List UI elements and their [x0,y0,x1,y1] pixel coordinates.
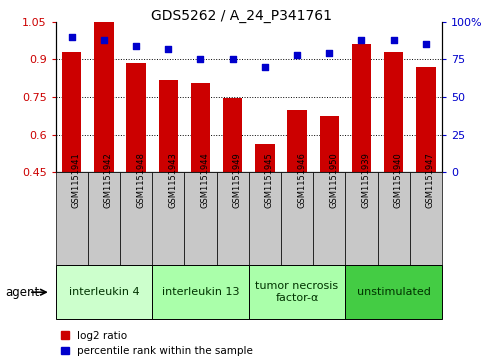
Point [229,57,237,62]
Text: GSM1151944: GSM1151944 [200,152,210,208]
Bar [249,265,345,319]
Point [357,37,365,43]
Text: GSM1151945: GSM1151945 [265,152,274,208]
Bar [313,172,345,265]
Point [261,64,269,70]
Bar [94,22,114,172]
Bar [255,143,274,172]
Bar [410,172,442,265]
Text: agent: agent [5,286,39,299]
Text: GSM1151947: GSM1151947 [426,152,435,208]
Bar [345,172,378,265]
Bar [281,172,313,265]
Text: unstimulated: unstimulated [357,287,430,297]
Bar [152,265,249,319]
Point [68,34,75,40]
Bar [378,172,410,265]
Text: interleukin 13: interleukin 13 [162,287,239,297]
Text: interleukin 4: interleukin 4 [69,287,139,297]
Text: GSM1151948: GSM1151948 [136,152,145,208]
Point [390,37,398,43]
Point [197,57,204,62]
Bar [120,172,152,265]
Bar [223,98,242,172]
Bar [384,52,403,172]
Bar [416,67,436,172]
Bar [249,172,281,265]
Text: GSM1151940: GSM1151940 [394,152,403,208]
Text: GSM1151939: GSM1151939 [361,152,370,208]
Text: tumor necrosis
factor-α: tumor necrosis factor-α [256,281,339,303]
Text: GSM1151946: GSM1151946 [297,152,306,208]
Bar [88,172,120,265]
Text: GDS5262 / A_24_P341761: GDS5262 / A_24_P341761 [151,9,332,23]
Point [422,41,430,47]
Bar [56,172,88,265]
Text: GSM1151942: GSM1151942 [104,152,113,208]
Point [100,37,108,43]
Bar [345,265,442,319]
Bar [158,79,178,172]
Text: GSM1151941: GSM1151941 [71,152,81,208]
Bar [152,172,185,265]
Bar [216,172,249,265]
Bar [320,116,339,172]
Bar [127,63,146,172]
Point [326,50,333,56]
Text: GSM1151943: GSM1151943 [168,152,177,208]
Text: GSM1151949: GSM1151949 [233,152,242,208]
Bar [56,265,152,319]
Legend: log2 ratio, percentile rank within the sample: log2 ratio, percentile rank within the s… [61,331,253,356]
Text: GSM1151950: GSM1151950 [329,152,338,208]
Bar [352,44,371,172]
Bar [62,52,81,172]
Bar [191,82,210,172]
Bar [185,172,216,265]
Point [164,46,172,52]
Point [132,43,140,49]
Bar [287,110,307,172]
Point [293,52,301,58]
